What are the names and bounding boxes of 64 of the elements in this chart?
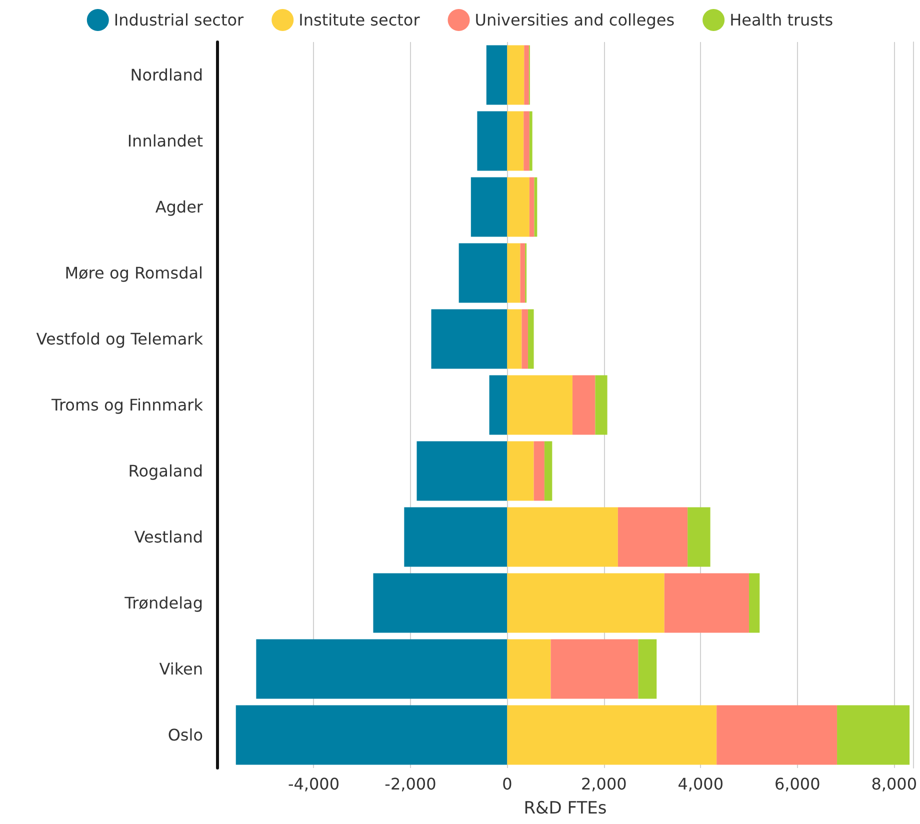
bar [507, 705, 717, 765]
y-tick-label: Agder [155, 198, 204, 216]
bar [507, 573, 664, 633]
bar [520, 243, 526, 303]
y-tick-label: Vestland [134, 528, 203, 546]
x-tick-label: 4,000 [678, 774, 724, 794]
y-tick-label: Trøndelag [124, 594, 203, 612]
bar [528, 309, 534, 369]
x-tick-label: 8,000 [871, 774, 918, 794]
bar [638, 639, 657, 699]
bar [507, 111, 524, 171]
bar [236, 705, 508, 765]
legend-label: Universities and colleges [474, 10, 675, 30]
bar [749, 573, 760, 633]
y-tick-label: Innlandet [127, 132, 203, 150]
y-tick-label: Troms og Finnmark [50, 396, 204, 414]
bar [373, 573, 508, 633]
y-tick-label: Vestfold og Telemark [36, 330, 204, 348]
legend-label: Industrial sector [114, 10, 244, 30]
bar [688, 507, 710, 567]
bar [618, 507, 688, 567]
bar [256, 639, 508, 699]
bar [458, 243, 508, 303]
bar [507, 309, 522, 369]
bar [595, 375, 608, 435]
x-tick-label: 6,000 [774, 774, 820, 794]
x-tick-label: 0 [502, 774, 512, 794]
bar [489, 375, 508, 435]
bar [507, 45, 524, 105]
bar [572, 375, 596, 435]
bar [507, 639, 551, 699]
y-tick-label: Nordland [130, 66, 203, 84]
bar [416, 441, 508, 501]
bar [837, 705, 910, 765]
bar [544, 441, 552, 501]
bar [524, 111, 530, 171]
bar [550, 639, 638, 699]
y-tick-label: Oslo [168, 726, 203, 744]
bar [534, 441, 544, 501]
legend-label: Health trusts [730, 10, 834, 30]
bar [507, 375, 572, 435]
bar [507, 243, 520, 303]
bar [470, 177, 508, 237]
x-axis-title: R&D FTEs [524, 798, 607, 818]
bar [529, 111, 532, 171]
x-tick-label: 2,000 [581, 774, 627, 794]
bar [522, 309, 528, 369]
bar [529, 177, 534, 237]
y-tick-label: Møre og Romsdal [64, 264, 203, 282]
x-tick-label: -4,000 [288, 774, 340, 794]
x-tick-label: -2,000 [384, 774, 436, 794]
y-tick-label: Rogaland [128, 462, 203, 480]
y-tick-label: Viken [159, 660, 203, 678]
bar [431, 309, 508, 369]
bar [486, 45, 508, 105]
bar [507, 507, 618, 567]
bar [524, 45, 529, 105]
legend-label: Institute sector [298, 10, 420, 30]
bar [507, 441, 534, 501]
bar [477, 111, 508, 171]
bar [664, 573, 750, 633]
bar [404, 507, 508, 567]
bar [716, 705, 838, 765]
bar [507, 177, 530, 237]
